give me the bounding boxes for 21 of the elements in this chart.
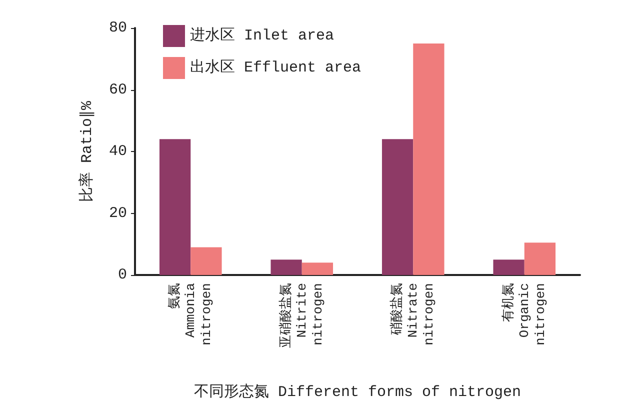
bar (159, 139, 191, 275)
x-tick-label: 亚硝酸盐氮 Nitrite nitrogen (278, 283, 326, 348)
y-tick-label: 0 (118, 266, 127, 284)
bar (493, 260, 524, 275)
y-tick-label: 60 (108, 81, 127, 98)
x-tick-label: 硝酸盐氮 Nitrate nitrogen (390, 283, 437, 346)
x-tick-label: 氨氮 Ammonia nitrogen (167, 282, 214, 346)
x-tick-label: 有机氮 Organic nitrogen (500, 283, 548, 346)
x-axis-title: 不同形态氮 Different forms of nitrogen (194, 383, 522, 401)
legend-label: 进水区 Inlet area (190, 26, 334, 44)
y-tick-label: 40 (108, 143, 127, 160)
y-tick-label: 20 (108, 204, 127, 222)
bar (382, 139, 414, 275)
y-axis-title: 比率 Ratio∥% (78, 100, 96, 202)
y-tick-label: 80 (108, 20, 127, 36)
legend-label: 出水区 Effluent area (190, 58, 362, 76)
bar (413, 43, 444, 275)
bar (302, 262, 334, 275)
bar (270, 260, 302, 275)
bar (524, 242, 556, 275)
bar (190, 247, 222, 275)
